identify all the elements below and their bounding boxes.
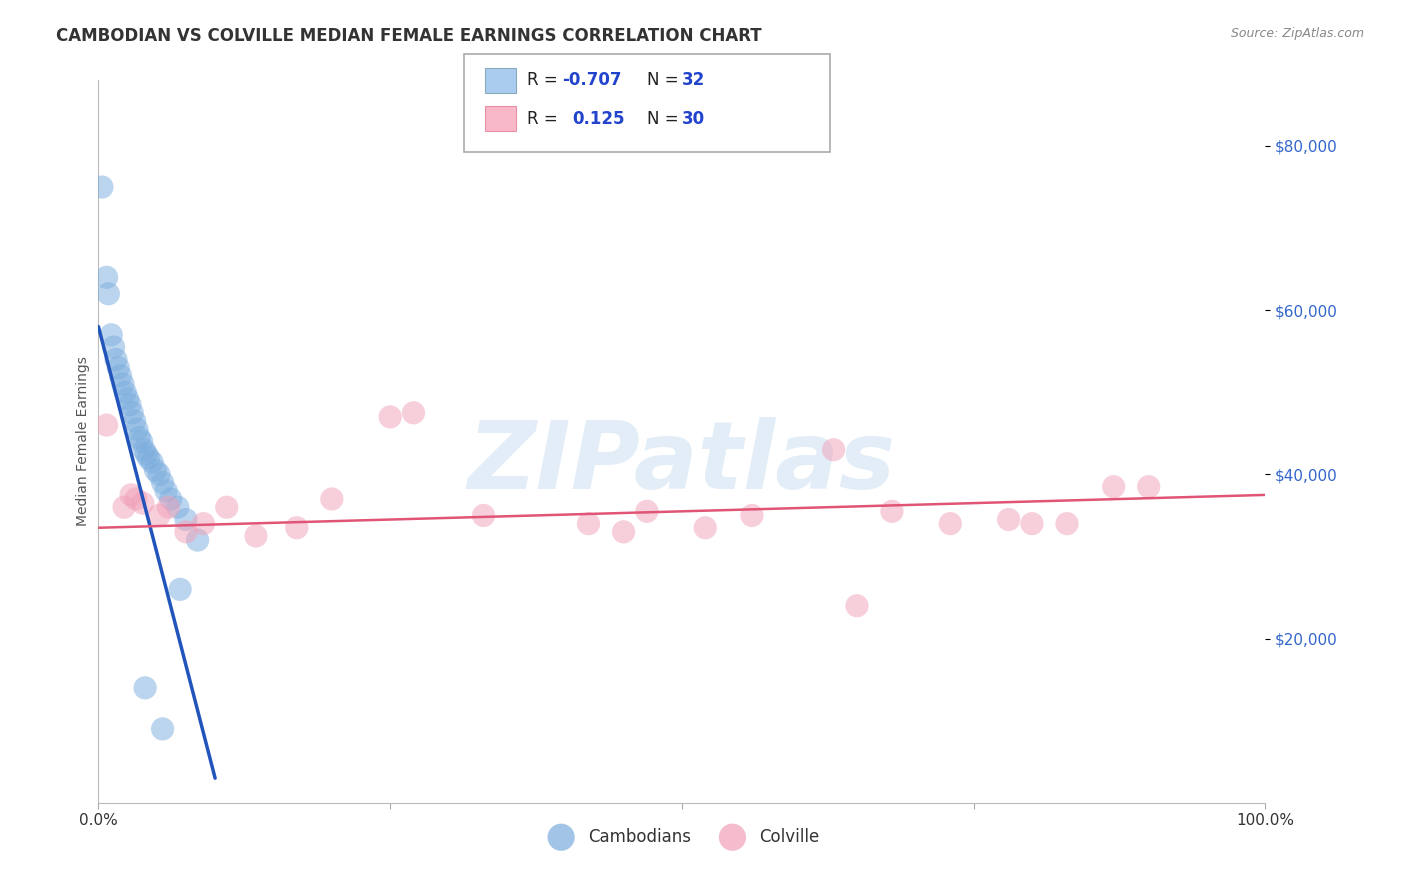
Point [823,442,845,457]
Point [880,504,903,518]
Point [169,582,191,597]
Point [124,414,146,428]
Point [107,360,129,375]
Point [939,516,962,531]
Point [135,447,157,461]
Point [846,599,869,613]
Point [380,409,402,424]
Point [1056,516,1078,531]
Point [166,500,188,515]
Point [402,406,425,420]
Y-axis label: Median Female Earnings: Median Female Earnings [76,357,90,526]
Point [104,352,127,367]
Point [741,508,763,523]
Point [157,500,180,515]
Point [112,500,135,515]
Point [118,398,141,412]
Point [132,496,155,510]
Legend: Cambodians, Colville: Cambodians, Colville [537,821,827,852]
Point [134,681,156,695]
Point [636,504,658,518]
Text: R =: R = [527,71,564,89]
Text: 32: 32 [682,71,706,89]
Point [96,418,118,433]
Point [1021,516,1043,531]
Point [114,385,136,400]
Point [148,508,170,523]
Point [111,377,134,392]
Point [285,521,308,535]
Point [612,524,634,539]
Point [159,491,181,506]
Point [193,516,215,531]
Text: Source: ZipAtlas.com: Source: ZipAtlas.com [1230,27,1364,40]
Point [131,434,153,449]
Point [121,406,143,420]
Point [141,455,163,469]
Point [132,442,155,457]
Text: 0.125: 0.125 [572,110,624,128]
Point [145,463,167,477]
Text: 30: 30 [682,110,704,128]
Point [97,286,120,301]
Text: N =: N = [647,71,683,89]
Point [96,270,118,285]
Text: -0.707: -0.707 [562,71,621,89]
Point [1102,480,1125,494]
Point [125,491,148,506]
Point [1137,480,1160,494]
Point [148,467,170,482]
Text: CAMBODIAN VS COLVILLE MEDIAN FEMALE EARNINGS CORRELATION CHART: CAMBODIAN VS COLVILLE MEDIAN FEMALE EARN… [56,27,762,45]
Point [155,483,177,498]
Point [997,512,1019,526]
Point [695,521,717,535]
Point [174,512,197,526]
Point [117,392,139,406]
Point [100,327,122,342]
Point [138,450,160,465]
Point [174,524,197,539]
Point [120,488,142,502]
Text: N =: N = [647,110,683,128]
Text: ZIPatlas: ZIPatlas [468,417,896,509]
Text: R =: R = [527,110,564,128]
Point [152,722,174,736]
Point [578,516,600,531]
Point [90,180,112,194]
Point [472,508,495,523]
Point [103,340,125,354]
Point [125,422,148,436]
Point [152,475,174,490]
Point [245,529,267,543]
Point [110,368,132,383]
Point [215,500,238,515]
Point [321,491,343,506]
Point [128,430,150,444]
Point [187,533,209,547]
